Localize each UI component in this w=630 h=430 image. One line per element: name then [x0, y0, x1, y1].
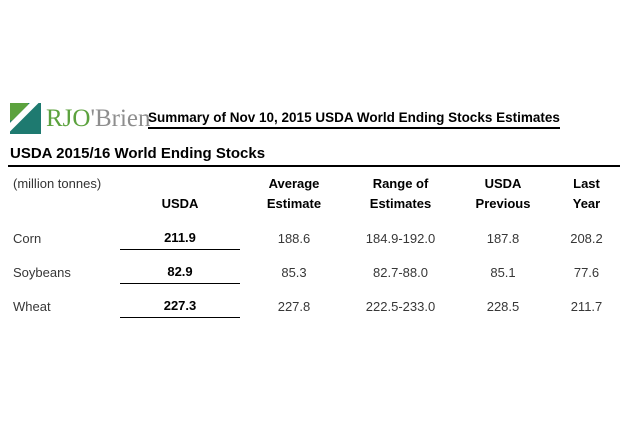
usda-value: 211.9 — [120, 216, 240, 250]
table-row-corn: Corn 211.9 188.6 184.9-192.0 187.8 208.2 — [8, 216, 620, 250]
average-estimate-value: 85.3 — [281, 264, 307, 280]
commodity-name: Soybeans — [13, 264, 71, 280]
col-header-range-of-estimates: Range of Estimates — [369, 176, 432, 211]
logo-text-brien: 'Brien — [90, 105, 151, 132]
usda-previous-value: 187.8 — [486, 230, 520, 246]
usda-value: 82.9 — [120, 249, 240, 284]
col-header-last-year: Last Year — [572, 176, 601, 211]
col-header-usda-previous: USDA Previous — [475, 176, 531, 211]
logo-wordmark: RJO'Brien — [46, 103, 151, 134]
report-title: Summary of Nov 10, 2015 USDA World Endin… — [148, 110, 560, 129]
last-year-value: 77.6 — [573, 264, 600, 280]
logo-text-rjo: RJO — [46, 105, 91, 132]
commodity-name: Wheat — [13, 298, 51, 314]
unit-label: (million tonnes) — [13, 176, 102, 191]
range-of-estimates-value: 222.5-233.0 — [365, 298, 436, 314]
section-divider — [8, 165, 620, 167]
average-estimate-value: 227.8 — [277, 298, 311, 314]
last-year-value: 211.7 — [570, 298, 603, 314]
estimates-table: (million tonnes) USDA Average Estimate R… — [8, 172, 620, 318]
usda-previous-value: 228.5 — [486, 298, 520, 314]
usda-value: 227.3 — [120, 283, 240, 318]
last-year-value: 208.2 — [570, 230, 603, 246]
col-header-commodity: (million tonnes) — [8, 172, 120, 216]
table-row-wheat: Wheat 227.3 227.8 222.5-233.0 228.5 211.… — [8, 283, 620, 318]
logo: RJO'Brien — [10, 103, 151, 134]
col-header-usda: USDA — [161, 196, 199, 211]
usda-previous-value: 85.1 — [490, 264, 516, 280]
table-row-soybeans: Soybeans 82.9 85.3 82.7-88.0 85.1 77.6 — [8, 249, 620, 284]
average-estimate-value: 188.6 — [277, 230, 311, 246]
section-title: USDA 2015/16 World Ending Stocks — [10, 145, 266, 162]
table-header-row: (million tonnes) USDA Average Estimate R… — [8, 172, 620, 216]
range-of-estimates-value: 82.7-88.0 — [373, 264, 428, 280]
commodity-name: Corn — [13, 230, 42, 246]
rjobrien-logo-icon — [10, 103, 41, 134]
col-header-average-estimate: Average Estimate — [266, 176, 322, 211]
range-of-estimates-value: 184.9-192.0 — [365, 230, 436, 246]
